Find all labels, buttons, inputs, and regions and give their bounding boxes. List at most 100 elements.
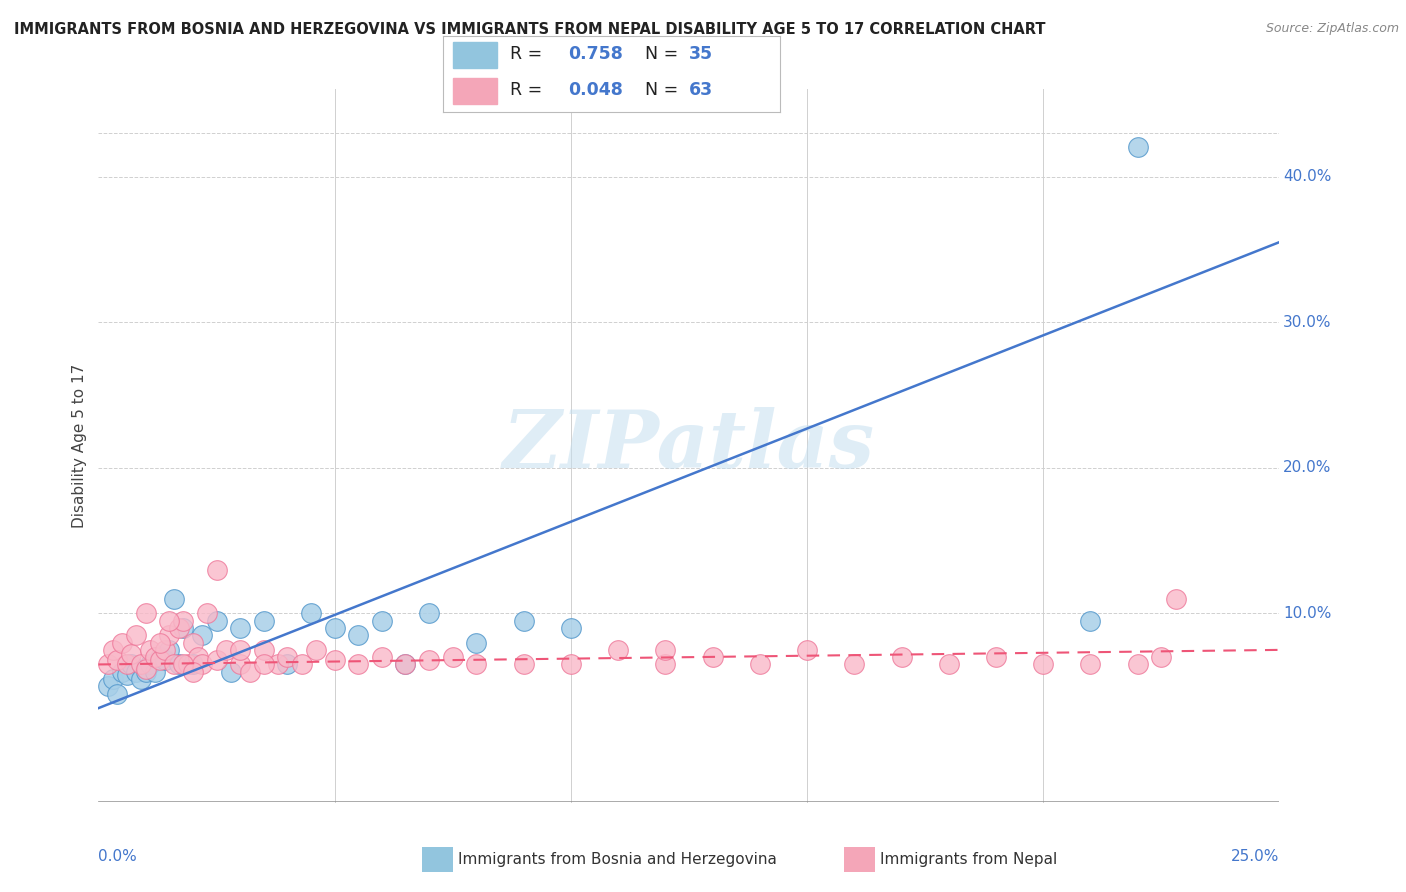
Text: 40.0%: 40.0% xyxy=(1284,169,1331,184)
Point xyxy=(239,665,262,679)
Point xyxy=(654,643,676,657)
Point xyxy=(1126,140,1149,154)
Point xyxy=(115,657,138,672)
Text: 35: 35 xyxy=(689,45,713,62)
Point xyxy=(371,650,394,665)
Point xyxy=(253,657,276,672)
Point xyxy=(157,643,180,657)
Text: 63: 63 xyxy=(689,81,713,99)
Point xyxy=(229,657,252,672)
Text: 20.0%: 20.0% xyxy=(1284,460,1331,475)
Point xyxy=(229,643,252,657)
Point xyxy=(890,650,912,665)
Text: 30.0%: 30.0% xyxy=(1284,315,1331,330)
Point xyxy=(153,653,176,667)
Point xyxy=(512,614,534,628)
Point xyxy=(143,665,166,679)
Point xyxy=(253,614,276,628)
Point xyxy=(115,667,138,681)
Point xyxy=(181,657,204,672)
Text: 0.758: 0.758 xyxy=(568,45,623,62)
Point xyxy=(121,657,143,672)
Text: IMMIGRANTS FROM BOSNIA AND HERZEGOVINA VS IMMIGRANTS FROM NEPAL DISABILITY AGE 5: IMMIGRANTS FROM BOSNIA AND HERZEGOVINA V… xyxy=(14,22,1046,37)
Point xyxy=(441,650,464,665)
Point xyxy=(512,657,534,672)
Point xyxy=(111,665,134,679)
Point xyxy=(1150,650,1173,665)
Text: N =: N = xyxy=(645,45,685,62)
Point xyxy=(276,650,298,665)
Point xyxy=(1164,591,1187,606)
Text: ZIPatlas: ZIPatlas xyxy=(503,408,875,484)
Point xyxy=(205,653,228,667)
Text: 10.0%: 10.0% xyxy=(1284,606,1331,621)
Point xyxy=(229,621,252,635)
Point xyxy=(607,643,630,657)
Point xyxy=(125,665,148,679)
Point xyxy=(1080,657,1102,672)
Point xyxy=(181,635,204,649)
Point xyxy=(125,628,148,642)
Point xyxy=(938,657,960,672)
Point xyxy=(177,657,200,672)
Point xyxy=(560,621,582,635)
Point xyxy=(205,563,228,577)
Point xyxy=(347,657,370,672)
Point xyxy=(191,657,214,672)
Text: R =: R = xyxy=(510,81,548,99)
Point xyxy=(844,657,866,672)
Point xyxy=(418,653,440,667)
Point xyxy=(1126,657,1149,672)
Point xyxy=(149,653,172,667)
Point xyxy=(139,643,162,657)
Point xyxy=(323,653,346,667)
Point xyxy=(702,650,724,665)
Point xyxy=(290,657,312,672)
Text: Source: ZipAtlas.com: Source: ZipAtlas.com xyxy=(1265,22,1399,36)
Point xyxy=(172,657,194,672)
Point xyxy=(157,614,180,628)
Point xyxy=(149,635,172,649)
Point xyxy=(167,621,190,635)
Text: R =: R = xyxy=(510,45,548,62)
Point xyxy=(1032,657,1054,672)
Point xyxy=(172,621,194,635)
Point xyxy=(191,628,214,642)
Point xyxy=(465,635,488,649)
Bar xyxy=(453,78,496,104)
Point xyxy=(139,657,162,672)
Point xyxy=(1080,614,1102,628)
Point xyxy=(153,643,176,657)
Point xyxy=(157,628,180,642)
Point xyxy=(187,650,209,665)
Point xyxy=(163,591,186,606)
Point xyxy=(135,665,157,679)
Bar xyxy=(453,42,496,68)
Point xyxy=(323,621,346,635)
Point xyxy=(105,653,128,667)
Point xyxy=(305,643,328,657)
Point xyxy=(215,643,238,657)
Point xyxy=(163,657,186,672)
Text: N =: N = xyxy=(645,81,685,99)
Point xyxy=(143,650,166,665)
Point xyxy=(371,614,394,628)
Point xyxy=(181,665,204,679)
Point xyxy=(654,657,676,672)
Point xyxy=(135,607,157,621)
Point xyxy=(101,643,124,657)
Point xyxy=(97,679,120,693)
Point xyxy=(347,628,370,642)
Point xyxy=(129,672,152,686)
Point xyxy=(748,657,770,672)
Text: Immigrants from Nepal: Immigrants from Nepal xyxy=(880,853,1057,867)
Text: 0.048: 0.048 xyxy=(568,81,623,99)
Point xyxy=(135,662,157,676)
Point xyxy=(418,607,440,621)
Point xyxy=(253,643,276,657)
Point xyxy=(129,657,152,672)
Point xyxy=(394,657,416,672)
Point xyxy=(172,614,194,628)
Point xyxy=(465,657,488,672)
Point xyxy=(796,643,818,657)
